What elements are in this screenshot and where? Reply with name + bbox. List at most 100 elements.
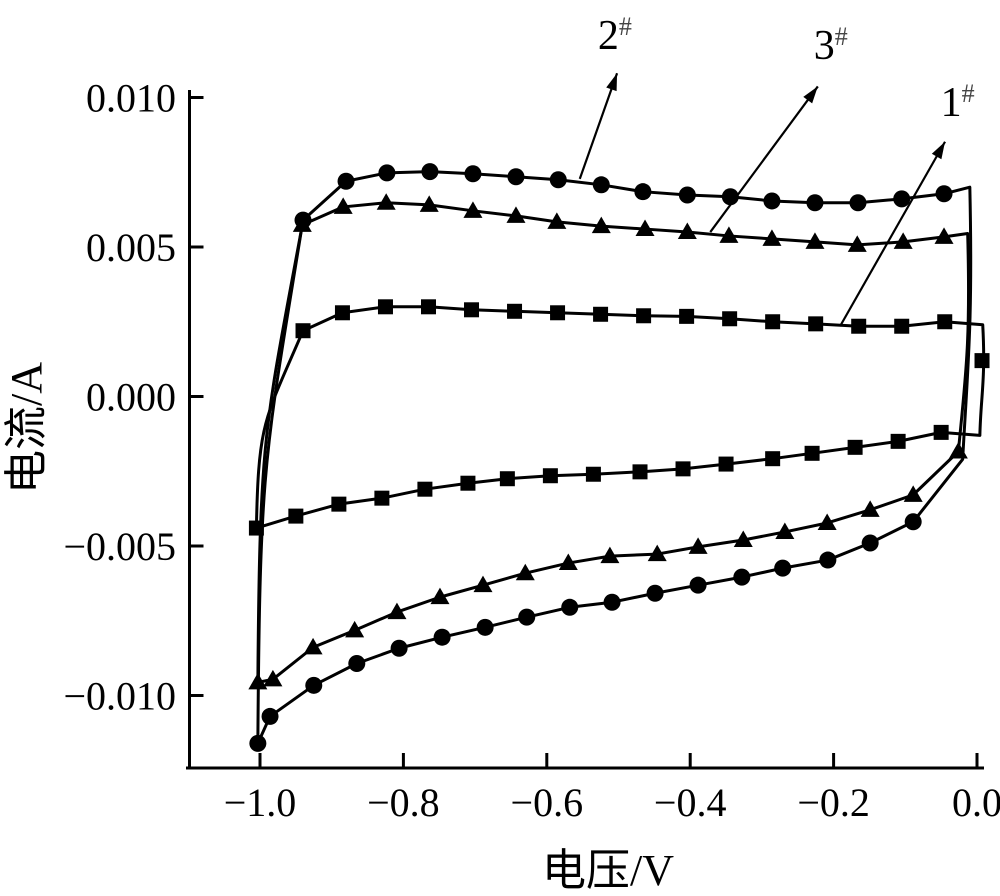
marker-triangle-3# bbox=[647, 544, 667, 562]
marker-circle-2# bbox=[849, 194, 867, 212]
marker-triangle-3# bbox=[547, 212, 567, 229]
marker-triangle-3# bbox=[600, 546, 620, 564]
marker-square-1# bbox=[804, 445, 820, 461]
marker-triangle-3# bbox=[303, 637, 323, 655]
marker-triangle-3# bbox=[430, 587, 450, 605]
marker-square-1# bbox=[765, 314, 781, 330]
marker-square-1# bbox=[765, 451, 781, 467]
marker-square-1# bbox=[722, 311, 738, 327]
marker-circle-2# bbox=[861, 534, 879, 552]
marker-triangle-3# bbox=[515, 563, 535, 581]
marker-triangle-3# bbox=[860, 500, 880, 517]
x-tick-label-−0.2: −0.2 bbox=[797, 780, 870, 825]
marker-circle-2# bbox=[935, 185, 953, 203]
marker-circle-2# bbox=[721, 188, 739, 206]
marker-square-1# bbox=[334, 305, 350, 321]
y-tick-label-0.010: 0.010 bbox=[86, 76, 176, 121]
marker-square-1# bbox=[847, 439, 863, 455]
y-tick-label-0.000: 0.000 bbox=[86, 375, 176, 420]
x-axis-label: 电压/V bbox=[542, 846, 674, 895]
marker-square-1# bbox=[585, 466, 601, 482]
marker-square-1# bbox=[636, 308, 652, 324]
marker-triangle-3# bbox=[719, 226, 739, 243]
annotation-arrowhead-2# bbox=[606, 73, 618, 92]
marker-square-1# bbox=[933, 424, 949, 440]
marker-circle-2# bbox=[733, 568, 751, 586]
marker-circle-2# bbox=[464, 165, 482, 183]
marker-circle-2# bbox=[763, 192, 781, 210]
marker-circle-2# bbox=[261, 707, 279, 725]
marker-square-1# bbox=[679, 308, 695, 324]
marker-circle-2# bbox=[476, 618, 494, 636]
marker-circle-2# bbox=[893, 190, 911, 208]
marker-circle-2# bbox=[337, 172, 355, 190]
marker-triangle-3# bbox=[248, 672, 268, 690]
y-axis-label: 电流/A bbox=[2, 362, 51, 494]
marker-square-1# bbox=[420, 299, 436, 315]
marker-triangle-3# bbox=[934, 227, 954, 244]
marker-square-1# bbox=[808, 316, 824, 332]
marker-square-1# bbox=[464, 302, 480, 318]
y-tick-label-−0.005: −0.005 bbox=[63, 524, 176, 569]
marker-square-1# bbox=[499, 471, 515, 487]
marker-square-1# bbox=[974, 353, 990, 369]
marker-square-1# bbox=[894, 318, 910, 334]
marker-circle-2# bbox=[592, 176, 610, 194]
marker-circle-2# bbox=[819, 551, 837, 569]
marker-square-1# bbox=[507, 303, 523, 319]
marker-circle-2# bbox=[421, 163, 439, 181]
marker-circle-2# bbox=[305, 676, 323, 694]
marker-square-1# bbox=[937, 314, 953, 330]
marker-triangle-3# bbox=[263, 669, 283, 687]
annotation-arrow-line-2# bbox=[578, 72, 619, 180]
marker-square-1# bbox=[377, 299, 393, 315]
x-tick-label-−0.6: −0.6 bbox=[511, 780, 584, 825]
marker-square-1# bbox=[374, 490, 390, 506]
marker-square-1# bbox=[890, 433, 906, 449]
marker-square-1# bbox=[675, 461, 691, 477]
marker-square-1# bbox=[542, 468, 558, 484]
marker-square-1# bbox=[331, 496, 347, 512]
marker-square-1# bbox=[851, 318, 867, 334]
cv-loop-2# bbox=[256, 170, 973, 745]
marker-triangle-3# bbox=[847, 235, 867, 252]
marker-square-1# bbox=[460, 475, 476, 491]
marker-triangle-3# bbox=[688, 537, 708, 554]
marker-triangle-3# bbox=[506, 206, 526, 223]
marker-triangle-3# bbox=[463, 201, 483, 218]
marker-circle-2# bbox=[249, 734, 267, 752]
marker-circle-2# bbox=[806, 194, 824, 212]
series-annotation-3: 3# bbox=[814, 22, 848, 70]
cv-loop-1# bbox=[254, 305, 986, 530]
marker-triangle-3# bbox=[345, 620, 365, 638]
series-annotation-1-hash: # bbox=[961, 79, 975, 109]
x-tick-label-0.0: 0.0 bbox=[952, 780, 1000, 825]
marker-circle-2# bbox=[603, 593, 621, 611]
marker-circle-2# bbox=[561, 598, 579, 616]
series-annotation-1-number: 1 bbox=[940, 80, 962, 127]
series-annotation-3-number: 3 bbox=[813, 23, 835, 70]
y-tick-label-0.005: 0.005 bbox=[86, 225, 176, 270]
marker-circle-2# bbox=[634, 183, 652, 201]
series-annotation-2-hash: # bbox=[618, 12, 632, 42]
marker-circle-2# bbox=[507, 168, 525, 186]
marker-circle-2# bbox=[774, 559, 792, 577]
marker-square-1# bbox=[632, 464, 648, 480]
marker-triangle-3# bbox=[376, 193, 396, 210]
marker-triangle-3# bbox=[591, 216, 611, 234]
y-tick-label-−0.010: −0.010 bbox=[63, 674, 176, 719]
marker-circle-2# bbox=[678, 186, 696, 204]
marker-circle-2# bbox=[518, 608, 536, 626]
marker-square-1# bbox=[295, 323, 311, 339]
marker-circle-2# bbox=[390, 639, 408, 657]
x-tick-label-−0.4: −0.4 bbox=[654, 780, 727, 825]
series-annotation-1: 1# bbox=[941, 79, 975, 127]
marker-circle-2# bbox=[689, 576, 707, 594]
marker-square-1# bbox=[417, 481, 433, 497]
marker-triangle-3# bbox=[292, 215, 312, 232]
marker-triangle-3# bbox=[558, 553, 578, 571]
marker-square-1# bbox=[288, 508, 304, 524]
marker-square-1# bbox=[593, 306, 609, 322]
x-tick-label-−0.8: −0.8 bbox=[367, 780, 440, 825]
marker-circle-2# bbox=[549, 171, 567, 189]
